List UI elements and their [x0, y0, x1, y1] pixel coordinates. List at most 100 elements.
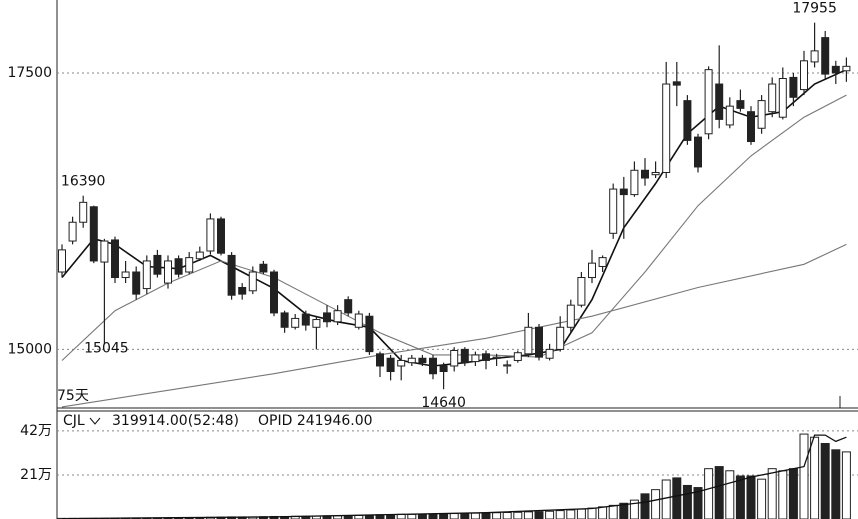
chevron[interactable] [89, 417, 101, 425]
volume-bar [778, 470, 788, 519]
candle-body [715, 83, 724, 120]
volume-bar [799, 433, 809, 519]
candle-body [810, 50, 819, 63]
candle-body [683, 100, 692, 141]
candle-body [471, 354, 480, 363]
annotation: 17955 [792, 1, 837, 17]
volume-bar [661, 479, 671, 519]
volume-bar [841, 451, 851, 519]
candle-body [535, 326, 543, 358]
candle-body [630, 169, 639, 196]
volume-bar [640, 493, 650, 519]
candle-body [132, 271, 141, 295]
candle-body [365, 315, 374, 353]
candle-body [577, 277, 586, 306]
y-tick-label: 42万 [20, 423, 52, 439]
volume-bar [492, 512, 502, 519]
candle-body [312, 319, 321, 328]
indicator-values: 319914.00(52:48) [112, 413, 239, 429]
candle-body [831, 65, 840, 74]
opid: OPID 241946.00 [258, 413, 373, 429]
volume-bar [513, 511, 523, 519]
candle-body [662, 83, 671, 173]
candle-body [185, 257, 194, 273]
indicator-name: CJL [63, 413, 85, 429]
candle-body [164, 260, 172, 284]
volume-bar [449, 513, 459, 519]
candle-body [609, 188, 618, 234]
volume-bar [682, 484, 692, 519]
candle-body [386, 357, 395, 373]
volume-bar [439, 513, 449, 519]
y-tick-label: 17500 [7, 65, 52, 81]
candle-body [333, 310, 342, 323]
candle-body [100, 240, 109, 263]
candle-body [747, 111, 755, 143]
annotation: 16390 [61, 174, 106, 190]
candle-body [206, 218, 215, 252]
candle-body [248, 271, 257, 292]
line [61, 243, 847, 408]
candle-body [460, 348, 469, 364]
volume-bar [704, 468, 714, 519]
candle-body [68, 221, 77, 242]
volume-bar [651, 489, 661, 519]
period-label: 75天 [57, 388, 89, 404]
candle-body [704, 69, 713, 135]
candle-body [778, 78, 787, 118]
candle-body [89, 206, 98, 262]
candle-body [407, 357, 416, 364]
candle-body [842, 65, 851, 72]
candle-body [513, 352, 522, 361]
candle-body [344, 299, 353, 314]
y-tick-label: 21万 [20, 467, 52, 483]
candle-body [789, 76, 798, 98]
annotation: 15045 [84, 340, 129, 356]
volume-bar [428, 513, 438, 519]
candle-body [79, 201, 88, 223]
candle-body [450, 350, 459, 367]
volume-bar [820, 443, 830, 519]
candle-body [354, 313, 363, 328]
volume-bar [587, 507, 597, 519]
line [61, 434, 847, 519]
volume-bar [757, 478, 767, 519]
candle-body [619, 188, 628, 196]
volume-bar [619, 502, 629, 519]
annotation: 14640 [421, 395, 466, 411]
volume-bar [417, 513, 427, 519]
volume-bar [608, 504, 618, 519]
line [61, 94, 847, 361]
candle-body [58, 249, 66, 273]
candle-body [800, 60, 808, 91]
candle-body [323, 312, 331, 323]
volume-bar [576, 508, 586, 519]
candle-body [439, 365, 448, 373]
candle-body [291, 317, 300, 328]
candle-body [121, 271, 130, 279]
volume-bar [672, 477, 682, 519]
line [61, 68, 847, 367]
volume-bar [566, 509, 576, 519]
candle-body [142, 260, 151, 290]
candle-body [672, 81, 681, 86]
volume-bar [502, 512, 512, 519]
candle-body [376, 353, 384, 367]
candle-body [503, 364, 512, 367]
volume-bar [534, 511, 544, 519]
volume-bar [714, 466, 724, 519]
candle-body [217, 218, 225, 254]
volume-bar [746, 475, 756, 519]
candle-body [556, 326, 565, 350]
candle-body [736, 100, 745, 109]
candle-body [227, 254, 236, 296]
candle-body [757, 100, 766, 129]
candle-body [238, 286, 247, 295]
volume-bar [693, 487, 703, 519]
candle-body [768, 83, 777, 113]
candle-body [153, 254, 162, 275]
volume-bar [460, 512, 470, 519]
candle-body [588, 262, 596, 279]
volume-bar [470, 512, 480, 519]
